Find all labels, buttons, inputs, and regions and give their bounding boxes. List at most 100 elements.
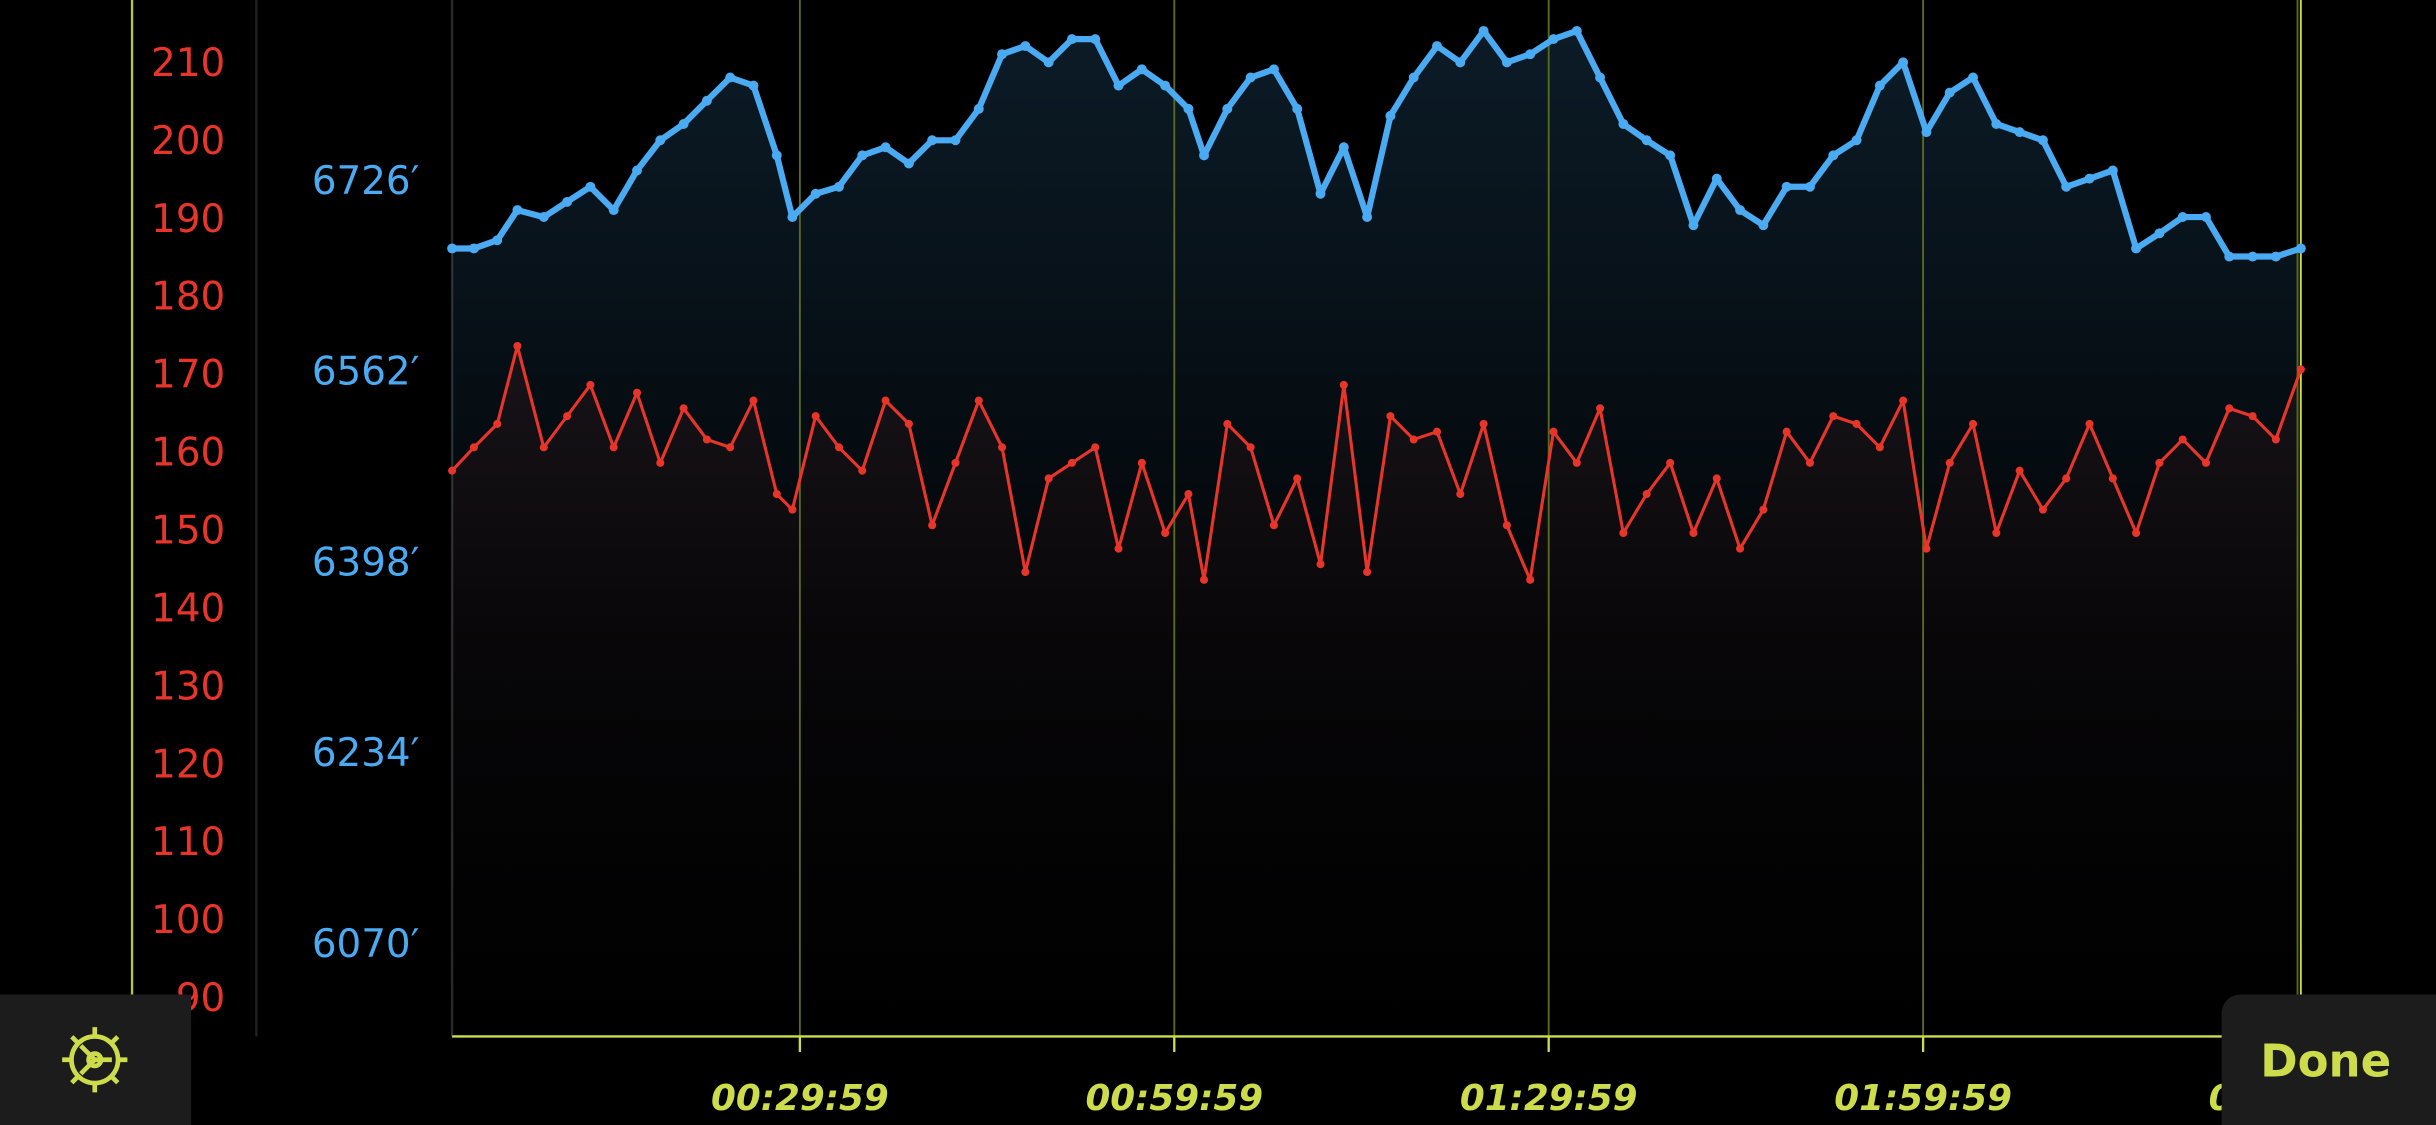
data-point xyxy=(586,380,595,389)
data-point xyxy=(1456,490,1465,499)
y-tick-label: 190 xyxy=(151,197,225,242)
data-point xyxy=(2201,458,2211,467)
data-point xyxy=(771,150,782,161)
data-point xyxy=(903,158,914,169)
data-point xyxy=(1945,458,1954,467)
data-point xyxy=(1113,80,1124,91)
data-point xyxy=(1549,427,1558,436)
data-point xyxy=(1735,205,1746,216)
data-point xyxy=(2248,412,2257,421)
data-point xyxy=(563,412,572,421)
y-tick-label: 170 xyxy=(151,353,225,398)
data-point xyxy=(973,103,984,114)
data-point xyxy=(1338,142,1349,153)
data-point xyxy=(904,419,913,428)
done-label[interactable]: Done xyxy=(2260,1034,2391,1087)
data-point xyxy=(1315,188,1326,199)
data-point xyxy=(1432,41,1442,52)
y-tick-label: 100 xyxy=(151,898,225,943)
y-tick-label: 200 xyxy=(151,119,225,164)
data-point xyxy=(2132,528,2141,538)
data-point xyxy=(632,388,642,397)
data-point xyxy=(2225,404,2234,413)
data-point xyxy=(2271,435,2280,444)
data-point xyxy=(1899,396,1908,405)
y-tick-label: 150 xyxy=(151,509,225,554)
data-point xyxy=(1898,57,1909,68)
data-point xyxy=(1161,528,1170,538)
data-point xyxy=(1199,575,1209,584)
data-point xyxy=(538,212,549,223)
data-point xyxy=(834,443,844,452)
data-point xyxy=(998,443,1007,452)
data-point xyxy=(2038,505,2047,514)
data-point xyxy=(748,80,759,91)
data-point xyxy=(2062,474,2071,483)
done-button[interactable] xyxy=(2221,994,2436,1125)
data-point xyxy=(1712,474,1721,483)
data-point xyxy=(2061,181,2072,192)
data-point xyxy=(1044,474,1053,483)
y2-tick-label: 6726′ xyxy=(312,159,420,204)
data-point xyxy=(787,212,798,223)
data-point xyxy=(1781,181,1792,192)
data-point xyxy=(1385,110,1396,121)
data-point xyxy=(492,235,503,246)
data-point xyxy=(772,490,781,499)
data-point xyxy=(749,396,758,405)
data-point xyxy=(1595,72,1606,83)
data-point xyxy=(655,135,666,146)
data-point xyxy=(1408,72,1419,83)
data-point xyxy=(2178,435,2187,444)
plot-area: 00:29:5900:59:5901:29:5901:59:5902:29:59… xyxy=(151,0,2386,1119)
data-point xyxy=(951,458,960,467)
data-point xyxy=(1183,103,1194,114)
data-point xyxy=(1362,212,1373,223)
data-point xyxy=(1501,57,1512,68)
y-tick-label: 160 xyxy=(151,431,225,476)
data-point xyxy=(1596,404,1605,413)
y2-tick-label: 6070′ xyxy=(312,922,420,967)
data-point xyxy=(2108,474,2117,483)
data-point xyxy=(974,396,983,405)
data-point xyxy=(1711,173,1722,184)
data-point xyxy=(1409,435,1418,444)
data-point xyxy=(1572,458,1581,467)
data-point xyxy=(1339,380,1348,389)
data-point xyxy=(1758,220,1769,231)
data-point xyxy=(1137,458,1146,467)
data-point xyxy=(1875,443,1884,452)
data-point xyxy=(2155,458,2164,467)
data-point xyxy=(725,72,736,83)
data-point xyxy=(539,443,548,452)
data-point xyxy=(1455,57,1466,68)
data-point xyxy=(2247,251,2258,262)
data-point xyxy=(1269,521,1278,530)
data-point xyxy=(2107,165,2118,176)
data-point xyxy=(1736,544,1745,553)
y-tick-label: 140 xyxy=(151,586,225,631)
data-point xyxy=(881,396,890,405)
data-point xyxy=(493,419,502,428)
area xyxy=(452,30,2301,1037)
data-point xyxy=(2224,251,2235,262)
data-point xyxy=(1432,427,1442,436)
data-point xyxy=(1968,72,1978,83)
data-point xyxy=(1921,127,1932,138)
data-point xyxy=(2154,228,2165,239)
data-point xyxy=(1246,443,1255,452)
data-point xyxy=(1805,458,1814,467)
y2-tick-label: 6234′ xyxy=(312,731,420,776)
data-point xyxy=(1386,412,1395,421)
data-point xyxy=(2014,127,2025,138)
data-point xyxy=(1293,474,1302,483)
data-point xyxy=(1828,150,1839,161)
data-point xyxy=(857,150,868,161)
data-point xyxy=(1851,135,1862,146)
data-point xyxy=(1268,64,1279,75)
data-point xyxy=(609,443,618,452)
overlay: Done xyxy=(0,994,2436,1125)
data-point xyxy=(1020,41,1031,52)
data-point xyxy=(469,443,478,452)
x-tick-label: 00:29:59 xyxy=(711,1078,889,1119)
